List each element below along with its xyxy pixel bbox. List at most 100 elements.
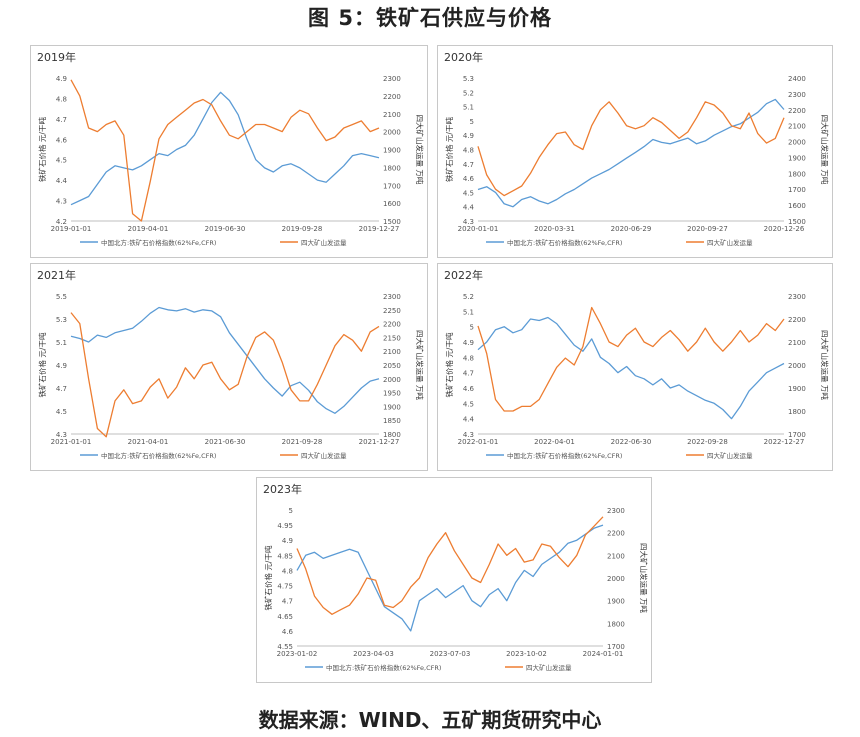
x-tick-label: 2023-07-03 (430, 650, 471, 658)
price-series-line (477, 98, 785, 208)
y-right-tick-label: 1800 (788, 170, 806, 178)
y-right-tick-label: 1900 (788, 154, 806, 162)
legend-label-shipment: 四大矿山发运量 (526, 663, 572, 672)
y-right-tick-label: 2200 (607, 530, 625, 538)
y-right-tick-label: 2300 (788, 91, 806, 99)
y-right-tick-label: 2100 (788, 123, 806, 131)
y-left-tick-label: 5.5 (56, 293, 67, 301)
legend-label-shipment: 四大矿山发运量 (707, 238, 753, 247)
legend-label-shipment: 四大矿山发运量 (301, 451, 347, 460)
y-right-tick-label: 2000 (383, 376, 401, 384)
x-tick-label: 2021-04-01 (128, 438, 169, 446)
y-right-tick-label: 1700 (788, 431, 806, 439)
y-left-tick-label: 4.6 (463, 385, 475, 393)
y-right-tick-label: 1700 (607, 643, 625, 651)
y-right-tick-label: 1700 (383, 182, 401, 190)
y-left-tick-label: 4.5 (463, 189, 474, 197)
x-tick-label: 2021-01-01 (51, 438, 92, 446)
y-left-tick-label: 4.8 (282, 567, 293, 575)
y-left-axis-label: 铁矿石价格 元/干吨 (444, 117, 454, 182)
y-right-tick-label: 2000 (607, 575, 625, 583)
y-right-tick-label: 1800 (383, 164, 401, 172)
legend-label-price: 中国北方:铁矿石价格指数(62%Fe,CFR) (101, 451, 216, 460)
panel-title: 2019年 (37, 51, 76, 64)
chart-svg: 4.55 4.6 4.65 4.7 4.75 4.8 4.85 4.9 4.95 5 1700 180… (263, 507, 649, 672)
x-tick-label: 2020-01-01 (458, 225, 499, 233)
chart-panel-2019: 2019年 4.2 4.3 4.4 4.5 4.6 4.7 4.8 4.9 1500 1600 17… (30, 45, 428, 258)
x-tick-label: 2019-06-30 (205, 225, 246, 233)
y-left-tick-label: 5 (470, 118, 474, 126)
legend-label-price: 中国北方:铁矿石价格指数(62%Fe,CFR) (101, 238, 216, 247)
x-tick-label: 2022-09-28 (687, 438, 728, 446)
y-right-axis-label: 四大矿山发运量 万吨 (820, 115, 830, 185)
y-right-tick-label: 2250 (383, 307, 401, 315)
chart-svg: 4.3 4.4 4.5 4.6 4.7 4.8 4.9 5 5.1 5.2 1700 1800 1900… (444, 293, 830, 460)
figure-title: 图 5：铁矿石供应与价格 (308, 6, 552, 30)
x-tick-label: 2019-12-27 (359, 225, 400, 233)
y-left-axis-label: 铁矿石价格 元/干吨 (263, 545, 273, 610)
legend-label-shipment: 四大矿山发运量 (301, 238, 347, 247)
y-left-tick-label: 4.9 (463, 132, 474, 140)
x-tick-label: 2022-06-30 (611, 438, 652, 446)
y-left-tick-label: 4.4 (463, 204, 475, 212)
y-right-tick-label: 1900 (383, 147, 401, 155)
y-left-tick-label: 4.9 (282, 537, 293, 545)
legend-label-shipment: 四大矿山发运量 (707, 451, 753, 460)
y-left-tick-label: 4.3 (56, 198, 67, 206)
shipment-series-line (296, 516, 604, 615)
y-right-tick-label: 2000 (788, 362, 806, 370)
x-tick-label: 2024-01-01 (583, 650, 624, 658)
x-tick-label: 2023-10-02 (506, 650, 547, 658)
y-right-tick-label: 1900 (383, 403, 401, 411)
y-right-tick-label: 2300 (383, 293, 401, 301)
y-right-tick-label: 1500 (788, 218, 806, 226)
x-tick-label: 2022-12-27 (764, 438, 805, 446)
y-right-tick-label: 1900 (788, 385, 806, 393)
y-right-tick-label: 1600 (788, 202, 806, 210)
x-tick-label: 2019-01-01 (51, 225, 92, 233)
x-tick-label: 2021-12-27 (359, 438, 400, 446)
y-left-axis-label: 铁矿石价格 元/干吨 (37, 117, 47, 182)
x-tick-label: 2021-09-28 (282, 438, 323, 446)
shipment-series-line (70, 312, 380, 438)
x-tick-label: 2020-03-31 (534, 225, 575, 233)
x-tick-label: 2020-12-26 (764, 225, 805, 233)
y-left-tick-label: 4.6 (463, 175, 475, 183)
y-left-tick-label: 4.6 (282, 628, 294, 636)
y-right-tick-label: 1850 (383, 417, 401, 425)
y-left-tick-label: 4.7 (282, 598, 293, 606)
y-left-axis-label: 铁矿石价格 元/干吨 (37, 332, 47, 397)
chart-svg: 4.2 4.3 4.4 4.5 4.6 4.7 4.8 4.9 1500 1600 1700 1800… (37, 75, 425, 247)
y-left-tick-label: 4.5 (463, 400, 474, 408)
chart-panel-2022: 2022年 4.3 4.4 4.5 4.6 4.7 4.8 4.9 5 5.1 5.2 1700 18… (437, 263, 833, 471)
y-right-tick-label: 2200 (383, 321, 401, 329)
y-left-tick-label: 5.3 (56, 316, 67, 324)
y-left-tick-label: 4.85 (277, 552, 293, 560)
y-left-tick-label: 4.95 (277, 522, 293, 530)
panel-title: 2023年 (263, 483, 302, 496)
panel-title: 2022年 (444, 269, 483, 282)
y-left-tick-label: 4.4 (56, 177, 68, 185)
y-right-tick-label: 2050 (383, 362, 401, 370)
y-left-tick-label: 5.3 (463, 75, 474, 83)
chart-panel-2020: 2020年 4.3 4.4 4.5 4.6 4.7 4.8 4.9 5 5.1 5.2 5.3 150… (437, 45, 833, 258)
chart-svg: 4.3 4.5 4.7 4.9 5.1 5.3 5.5 1800 1850 1900 1950 200… (37, 293, 425, 460)
y-left-tick-label: 4.5 (56, 157, 67, 165)
x-tick-label: 2022-04-01 (534, 438, 575, 446)
panel-title: 2020年 (444, 51, 483, 64)
y-left-tick-label: 4.7 (463, 370, 474, 378)
y-right-tick-label: 1800 (607, 620, 625, 628)
y-left-tick-label: 5.1 (463, 104, 474, 112)
y-right-axis-label: 四大矿山发运量 万吨 (415, 330, 425, 400)
y-left-tick-label: 5.1 (56, 339, 67, 347)
y-right-tick-label: 2200 (383, 93, 401, 101)
shipment-series-line (477, 101, 785, 197)
legend-label-price: 中国北方:铁矿石价格指数(62%Fe,CFR) (507, 451, 622, 460)
price-series-line (477, 316, 785, 420)
y-right-tick-label: 2100 (383, 111, 401, 119)
y-left-tick-label: 4.7 (56, 116, 67, 124)
chart-panel-2021: 2021年 4.3 4.5 4.7 4.9 5.1 5.3 5.5 1800 1850 1900 1… (30, 263, 428, 471)
shipment-series-line (477, 306, 785, 412)
y-left-tick-label: 4.75 (277, 583, 293, 591)
y-right-tick-label: 2150 (383, 334, 401, 342)
